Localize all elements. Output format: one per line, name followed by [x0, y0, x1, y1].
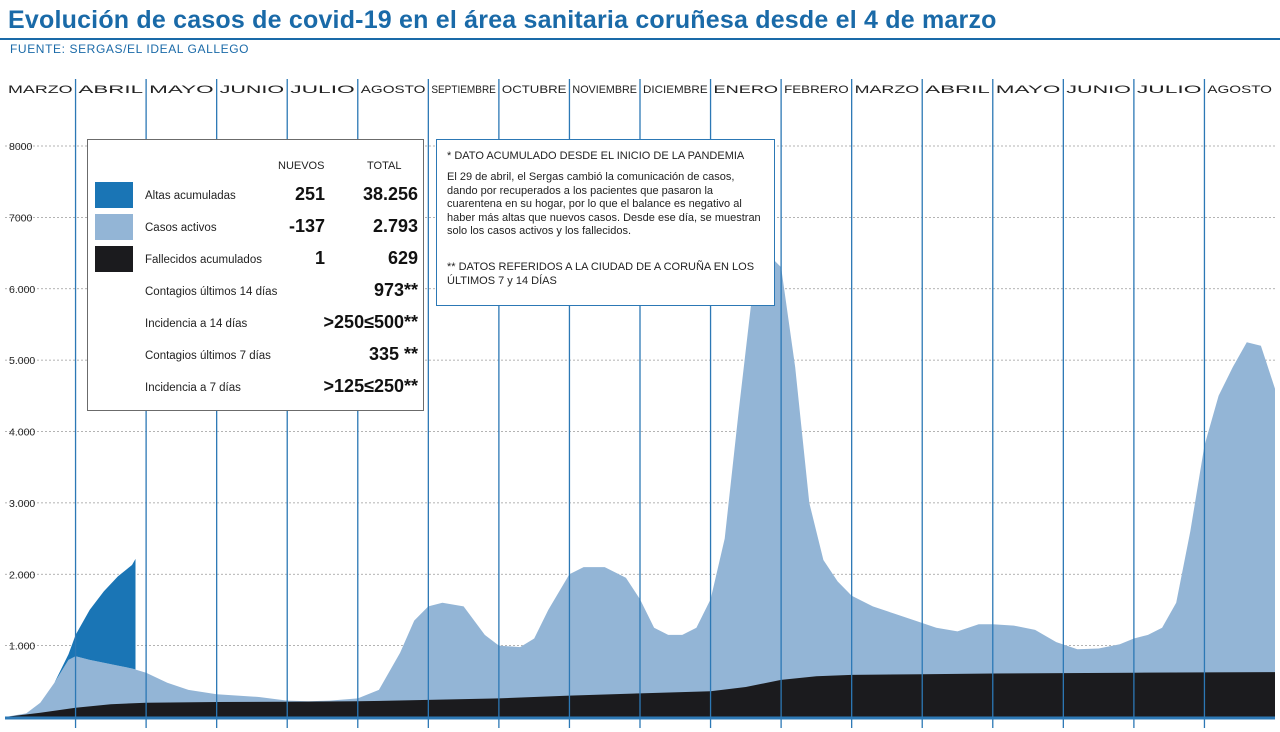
- month-label: DICIEMBRE: [643, 84, 708, 96]
- legend-new-value: 251: [294, 184, 325, 204]
- legend-total-value: >250≤500**: [323, 312, 418, 332]
- y-tick-label: 7000: [9, 212, 33, 224]
- legend-panel: NUEVOS TOTAL Altas acumuladas 251 38.256…: [87, 139, 424, 411]
- month-label: MARZO: [855, 84, 920, 96]
- y-tick-label: 8000: [9, 141, 33, 153]
- legend-row-altas: Altas acumuladas 251 38.256: [88, 182, 423, 208]
- month-label: JULIO: [290, 84, 355, 96]
- legend-label: Casos activos: [145, 222, 217, 234]
- y-tick-label: 6.000: [9, 284, 35, 296]
- month-label: MAYO: [149, 84, 214, 96]
- month-label: ABRIL: [79, 84, 144, 96]
- month-label: MAYO: [996, 84, 1061, 96]
- legend-new-value: -137: [288, 216, 325, 236]
- y-tick-label: 1.000: [9, 641, 35, 653]
- month-label: NOVIEMBRE: [572, 84, 637, 96]
- month-label: JUNIO: [1066, 84, 1131, 96]
- legend-col-total: TOTAL: [367, 160, 402, 172]
- legend-row-contagios-7: Contagios últimos 7 días 335 **: [88, 342, 423, 368]
- legend-label: Altas acumuladas: [145, 190, 236, 202]
- title-rule: [0, 38, 1280, 40]
- month-label: ABRIL: [925, 84, 990, 96]
- y-tick-label: 5.000: [9, 355, 35, 367]
- legend-total-value: 629: [387, 248, 418, 268]
- altas-swatch: [95, 182, 133, 208]
- fallecidos-swatch: [95, 246, 133, 272]
- month-label: MARZO: [8, 84, 73, 96]
- y-tick-label: 2.000: [9, 569, 35, 581]
- legend-total-value: 2.793: [372, 216, 418, 236]
- note-body: El 29 de abril, el Sergas cambió la comu…: [447, 171, 761, 237]
- legend-label: Fallecidos acumulados: [145, 254, 262, 266]
- note-heading: * DATO ACUMULADO DESDE EL INICIO DE LA P…: [447, 150, 745, 162]
- legend-row-contagios-14: Contagios últimos 14 días 973**: [88, 278, 423, 304]
- note-footnote: ** DATOS REFERIDOS A LA CIUDAD DE A CORU…: [447, 261, 755, 287]
- month-label: OCTUBRE: [502, 84, 567, 96]
- legend-row-incidencia-14: Incidencia a 14 días >250≤500**: [88, 310, 423, 336]
- legend-col-new: NUEVOS: [278, 160, 325, 172]
- legend-row-fallecidos: Fallecidos acumulados 1 629: [88, 246, 423, 272]
- month-label: ENERO: [714, 84, 779, 96]
- activos-swatch: [95, 214, 133, 240]
- month-label: FEBRERO: [784, 84, 849, 96]
- legend-label: Incidencia a 7 días: [145, 382, 241, 394]
- note-panel: * DATO ACUMULADO DESDE EL INICIO DE LA P…: [436, 139, 775, 306]
- month-label: SEPTIEMBRE: [431, 84, 496, 96]
- legend-label: Contagios últimos 7 días: [145, 350, 271, 362]
- legend-total-value: >125≤250**: [323, 376, 418, 396]
- legend-new-value: 1: [314, 248, 325, 268]
- chart-title: Evolución de casos de covid-19 en el áre…: [8, 6, 997, 34]
- legend-label: Contagios últimos 14 días: [145, 286, 278, 298]
- legend-row-activos: Casos activos -137 2.793: [88, 214, 423, 240]
- y-tick-label: 3.000: [9, 498, 35, 510]
- month-label: JUNIO: [220, 84, 285, 96]
- legend-row-incidencia-7: Incidencia a 7 días >125≤250**: [88, 374, 423, 400]
- legend-label: Incidencia a 14 días: [145, 318, 248, 330]
- chart-source: FUENTE: SERGAS/EL IDEAL GALLEGO: [10, 42, 250, 56]
- y-tick-label: 4.000: [9, 427, 35, 439]
- month-label: AGOSTO: [1207, 84, 1272, 96]
- legend-total-value: 38.256: [362, 184, 418, 204]
- legend-total-value: 335 **: [368, 344, 418, 364]
- month-label: JULIO: [1137, 84, 1202, 96]
- series-altas-acumuladas: [54, 558, 136, 683]
- legend-total-value: 973**: [373, 280, 418, 300]
- month-label: AGOSTO: [361, 84, 426, 96]
